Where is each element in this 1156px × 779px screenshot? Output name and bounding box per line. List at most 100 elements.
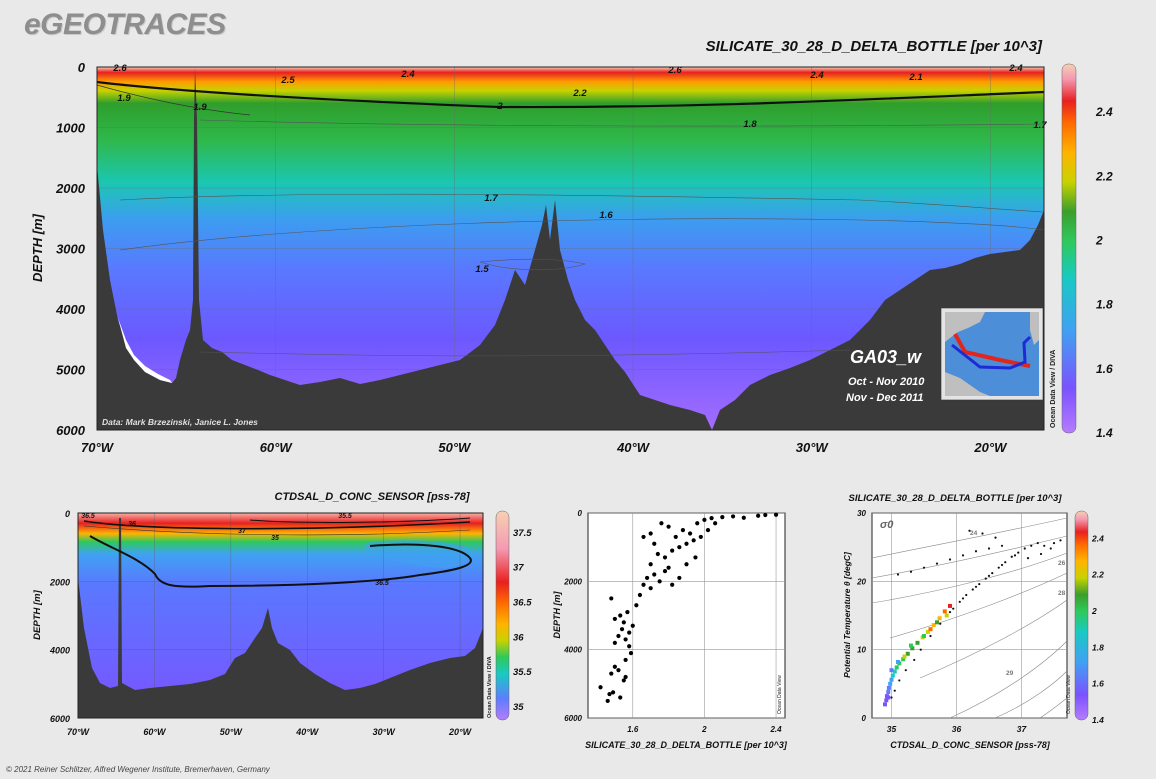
ts-colored-point bbox=[886, 690, 891, 695]
ts-isopycnal-label: 24 bbox=[970, 530, 978, 537]
ts-black-point bbox=[909, 570, 913, 573]
scatter1-point bbox=[666, 565, 671, 570]
scatter1-x-label: SILICATE_30_28_D_DELTA_BOTTLE [per 10^3] bbox=[585, 740, 788, 750]
scatter1-point bbox=[666, 524, 671, 529]
scatter1-point bbox=[612, 640, 617, 645]
main-x-tick-label: 60°W bbox=[260, 440, 294, 455]
ts-title: SILICATE_30_28_D_DELTA_BOTTLE [per 10^3] bbox=[848, 493, 1062, 504]
ts-black-point bbox=[939, 622, 942, 625]
cruise-dates-1: Oct - Nov 2010 bbox=[848, 376, 925, 388]
scatter1-point bbox=[618, 613, 623, 618]
inset-map bbox=[940, 307, 1044, 401]
ts-black-point bbox=[1049, 547, 1052, 550]
main-y-tick-label: 3000 bbox=[56, 242, 86, 257]
ts-black-point bbox=[974, 585, 978, 588]
main-contour-label: 2.6 bbox=[667, 65, 682, 76]
scatter1-point bbox=[645, 575, 650, 581]
ts-y-tick-label: 20 bbox=[856, 577, 866, 586]
sal-contour-label: 36.5 bbox=[81, 513, 95, 520]
sal-colorbar-tick: 36 bbox=[513, 632, 524, 643]
main-contour-labels: 2.6 2.5 2.4 2.6 2.4 2.2 2.1 2 1.9 1.9 1.8 1.7 1.7 1.6… bbox=[112, 63, 1047, 275]
ts-black-point bbox=[1036, 541, 1039, 545]
scatter1-point bbox=[623, 674, 628, 680]
scatter1-point bbox=[713, 521, 718, 526]
scatter1-x-ticks: 1.6 2 2.4 bbox=[627, 725, 782, 734]
scatter1-point bbox=[609, 671, 614, 676]
salinity-x-ticks: 70°W 60°W 50°W 40°W 30°W 20°W bbox=[67, 727, 473, 737]
main-contour-label: 1.8 bbox=[743, 119, 757, 130]
ts-colorbar-tick: 1.8 bbox=[1092, 642, 1104, 652]
scatter1-point bbox=[637, 592, 643, 598]
scatter1-point bbox=[616, 633, 621, 639]
ts-colored-point bbox=[901, 657, 906, 662]
ts-black-point bbox=[896, 573, 900, 576]
contour-1-9 bbox=[96, 84, 251, 116]
cruise-track-blue bbox=[951, 335, 1032, 370]
sal-x-tick-label: 40°W bbox=[295, 727, 320, 737]
main-contour-label: 2.6 bbox=[112, 63, 127, 74]
main-colorbar-ticks: 1.4 1.6 1.8 2 2.2 2.4 bbox=[1095, 105, 1113, 440]
main-y-tick-label: 4000 bbox=[55, 302, 86, 317]
sal-contour-35 bbox=[89, 535, 472, 588]
ts-black-point bbox=[965, 593, 968, 597]
ts-black-point bbox=[978, 582, 981, 586]
sal-contour-label: 36.5 bbox=[375, 580, 389, 587]
ts-black-point bbox=[898, 679, 901, 682]
scatter1-point bbox=[610, 690, 616, 695]
ts-odv-mark: Ocean Data View bbox=[1066, 675, 1072, 714]
main-colorbar-tick: 2.4 bbox=[1095, 105, 1113, 119]
ts-black-point bbox=[1030, 544, 1033, 547]
ts-black-point bbox=[1004, 561, 1007, 564]
scatter1-point bbox=[648, 531, 653, 536]
scatter1-point bbox=[684, 562, 689, 567]
main-contour-label: 2.4 bbox=[809, 70, 824, 81]
ts-colored-point bbox=[889, 677, 894, 682]
main-x-tick-label: 20°W bbox=[973, 440, 1008, 455]
main-x-tick-label: 70°W bbox=[81, 440, 115, 455]
scatter1-point bbox=[730, 514, 736, 519]
scatter1-point bbox=[698, 534, 703, 540]
scatter1-point bbox=[621, 620, 626, 625]
scatter1-point bbox=[677, 575, 682, 581]
scatter1-point bbox=[705, 527, 711, 533]
ts-isopycnal-label: 26 bbox=[1058, 560, 1066, 567]
ts-colored-point bbox=[925, 629, 930, 634]
ts-black-point bbox=[1052, 541, 1056, 545]
ts-black-point bbox=[890, 696, 893, 699]
main-y-ticks: 0 1000 2000 3000 4000 5000 6000 bbox=[55, 60, 86, 438]
ts-black-point bbox=[987, 547, 991, 550]
salinity-y-ticks: 0 2000 4000 6000 bbox=[49, 509, 70, 724]
ts-black-point bbox=[935, 562, 939, 565]
ts-colorbar-tick: 2.4 bbox=[1091, 533, 1104, 543]
scatter1-point bbox=[657, 579, 662, 584]
scatter1-point bbox=[625, 609, 630, 615]
main-data-credit: Data: Mark Brzezinski, Janice L. Jones bbox=[102, 417, 258, 427]
ts-colorbar-tick: 2 bbox=[1091, 606, 1097, 616]
scatter1-point bbox=[619, 627, 625, 632]
ts-colorbar-tick: 1.6 bbox=[1092, 679, 1104, 689]
ts-colored-point bbox=[902, 654, 907, 659]
sal-contour-label: 37 bbox=[238, 528, 247, 535]
scatter1-point bbox=[648, 586, 653, 591]
ts-black-point bbox=[1043, 544, 1046, 547]
main-frame bbox=[96, 66, 1045, 431]
scatter1-point bbox=[621, 678, 626, 683]
ts-colored-point bbox=[922, 634, 926, 638]
ts-sigma-symbol: σ0 bbox=[880, 519, 894, 531]
salinity-colorbar bbox=[495, 510, 510, 721]
sal-contour-label: 35.5 bbox=[338, 513, 352, 520]
ts-colorbar-tick: 1.4 bbox=[1092, 715, 1104, 725]
main-section-title: SILICATE_30_28_D_DELTA_BOTTLE [per 10^3] bbox=[705, 38, 1042, 55]
ts-isopycnals bbox=[871, 517, 1068, 719]
ts-black-points bbox=[890, 529, 1062, 699]
ts-colored-point bbox=[931, 623, 936, 628]
salinity-odv-mark: Ocean Data View / DIVA bbox=[487, 656, 493, 718]
sal-contour-37 bbox=[249, 517, 471, 523]
main-y-label: DEPTH [m] bbox=[30, 213, 45, 282]
ts-black-point bbox=[919, 648, 922, 651]
ts-x-ticks: 35 36 37 bbox=[887, 724, 1028, 734]
ts-black-point bbox=[968, 529, 971, 532]
scatter1-point bbox=[695, 521, 700, 526]
ts-colored-point bbox=[890, 673, 895, 678]
main-colorbar-tick: 1.6 bbox=[1096, 362, 1113, 376]
